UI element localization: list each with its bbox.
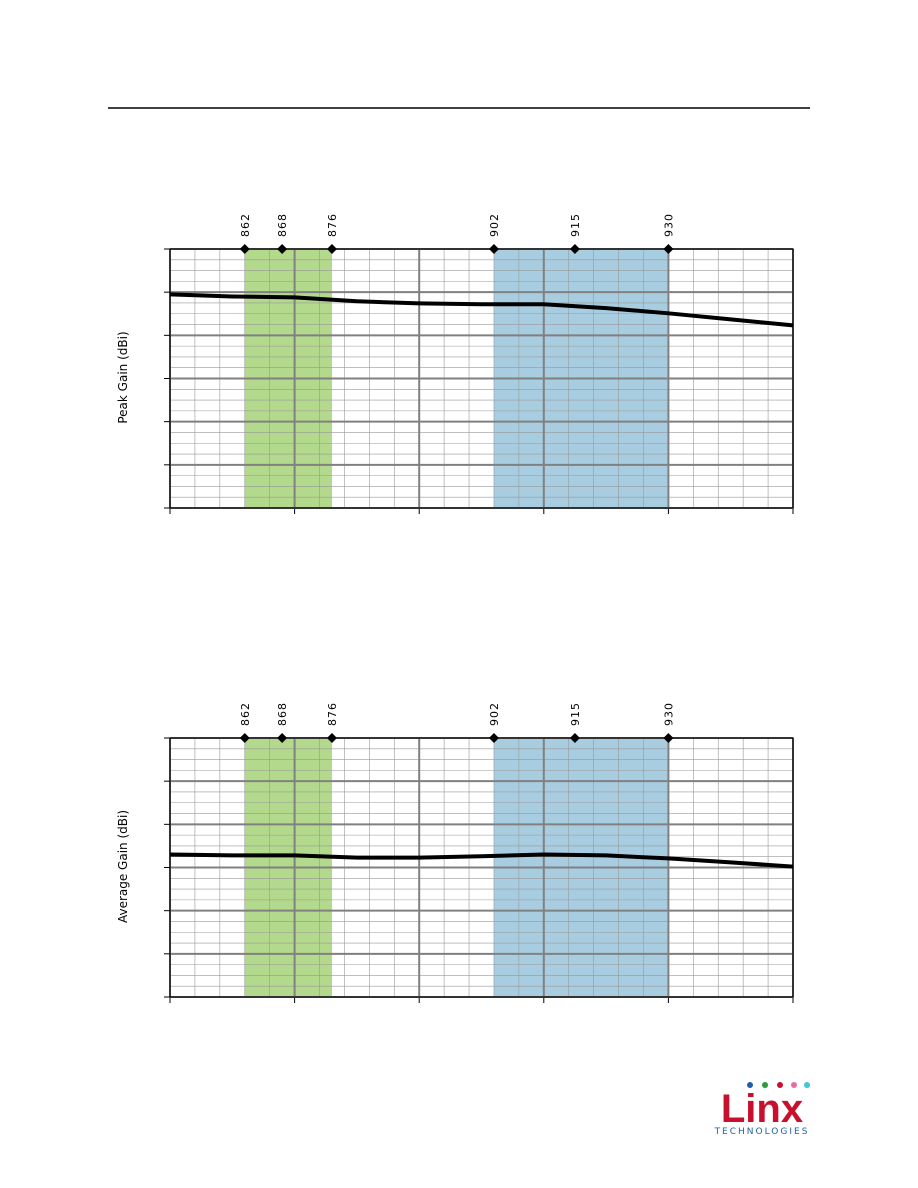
logo-dot [747, 1082, 753, 1088]
data-line [169, 852, 794, 869]
marker-label: 876 [326, 213, 339, 237]
marker [663, 733, 674, 743]
marker-label: 862 [239, 213, 252, 237]
marker-label: 915 [569, 213, 582, 237]
marker-label: 868 [276, 702, 289, 726]
logo-dot [791, 1082, 797, 1088]
marker [663, 244, 674, 254]
marker-label: 876 [326, 702, 339, 726]
marker [569, 733, 580, 743]
marker-label: 902 [488, 213, 501, 237]
marker [488, 733, 499, 743]
y-axis-label: Average Gain (dBi) [116, 810, 130, 923]
data-line [169, 292, 794, 328]
marker-label: 868 [276, 213, 289, 237]
logo: Linx TECHNOLOGIES [714, 1082, 810, 1137]
plot-frame [169, 737, 794, 998]
marker-label: 902 [488, 702, 501, 726]
marker [326, 733, 337, 743]
marker-label: 930 [662, 213, 675, 237]
chart: 862 868 876 902 915 930 Peak Gain (dBi) [116, 213, 794, 514]
marker [277, 733, 288, 743]
logo-dot [804, 1082, 810, 1088]
marker-label: 930 [662, 702, 675, 726]
marker [277, 244, 288, 254]
marker [326, 244, 337, 254]
marker [488, 244, 499, 254]
marker [569, 244, 580, 254]
marker [239, 244, 250, 254]
chart: 862 868 876 902 915 930 Average Gain (dBi) [116, 702, 794, 1003]
logo-name: Linx [721, 1087, 803, 1131]
logo-dot [762, 1082, 768, 1088]
marker-label: 862 [239, 702, 252, 726]
marker [239, 733, 250, 743]
y-axis-label: Peak Gain (dBi) [116, 331, 130, 423]
logo-subtitle: TECHNOLOGIES [714, 1127, 810, 1137]
marker-label: 915 [569, 702, 582, 726]
plot-frame [169, 248, 794, 509]
logo-dot [777, 1082, 783, 1088]
